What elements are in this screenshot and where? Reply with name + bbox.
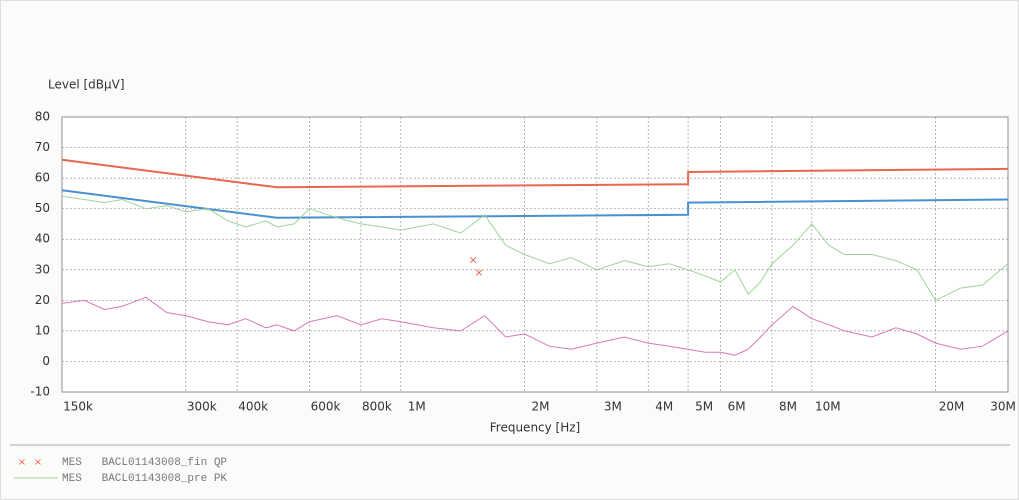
legend-entry: MES BACL01143008_pre PK	[62, 473, 227, 485]
y-tick-label: 0	[42, 354, 50, 368]
marker: ×	[469, 254, 478, 267]
series-line	[61, 296, 1009, 356]
x-tick-label: 10M	[815, 400, 841, 414]
y-tick-label: 30	[35, 262, 50, 276]
legend-symbol: ×	[18, 457, 26, 468]
legend-entry: MES BACL01143008_fin QP	[62, 457, 227, 469]
x-tick-label: 2M	[531, 400, 549, 414]
y-tick-label: 20	[35, 293, 50, 307]
x-tick-label: 5M	[695, 400, 713, 414]
x-tick-label: 800k	[362, 400, 392, 414]
series-line	[61, 158, 1009, 189]
y-tick-label: 10	[35, 323, 50, 337]
y-tick-label: 40	[35, 232, 50, 246]
marker: ×	[474, 266, 483, 279]
x-tick-label: 30M	[990, 400, 1016, 414]
x-tick-label: 300k	[187, 400, 217, 414]
x-tick-label: 3M	[604, 400, 622, 414]
y-tick-label: 70	[35, 140, 50, 154]
x-axis-label: Frequency [Hz]	[490, 421, 581, 435]
x-tick-label: 400k	[238, 400, 268, 414]
series-line	[61, 195, 1009, 301]
y-tick-label: -10	[30, 385, 50, 399]
y-axis-label: Level [dBµV]	[48, 78, 125, 92]
y-tick-label: 60	[35, 171, 50, 185]
y-tick-label: 80	[35, 110, 50, 124]
x-tick-label: 20M	[939, 400, 965, 414]
x-tick-label: 4M	[655, 400, 673, 414]
x-tick-label: 8M	[779, 400, 797, 414]
y-tick-label: 50	[35, 201, 50, 215]
legend-symbol: ×	[34, 457, 42, 468]
x-tick-label: 600k	[311, 400, 341, 414]
x-tick-label: 1M	[408, 400, 426, 414]
x-tick-label: 150k	[63, 400, 93, 414]
x-tick-label: 6M	[728, 400, 746, 414]
